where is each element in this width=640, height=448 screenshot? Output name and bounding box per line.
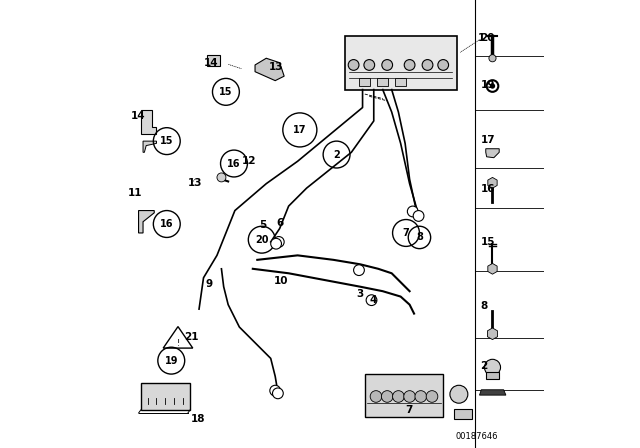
Polygon shape bbox=[479, 390, 506, 395]
Text: 9: 9 bbox=[205, 279, 212, 289]
Polygon shape bbox=[139, 211, 154, 233]
Text: 11: 11 bbox=[128, 188, 143, 198]
Bar bbox=[378, 78, 388, 86]
Text: 2: 2 bbox=[333, 150, 340, 159]
Text: 20: 20 bbox=[481, 33, 495, 43]
Text: 16: 16 bbox=[160, 219, 173, 229]
Text: !: ! bbox=[177, 339, 180, 348]
Circle shape bbox=[404, 391, 415, 402]
Text: 13: 13 bbox=[269, 62, 284, 72]
Circle shape bbox=[438, 60, 449, 70]
Bar bbox=[360, 78, 370, 86]
Text: 15: 15 bbox=[481, 237, 495, 247]
Circle shape bbox=[408, 206, 418, 217]
Polygon shape bbox=[255, 58, 284, 81]
Text: 15: 15 bbox=[219, 87, 233, 97]
Circle shape bbox=[415, 391, 427, 402]
Circle shape bbox=[489, 55, 496, 62]
Text: 4: 4 bbox=[369, 295, 376, 305]
Circle shape bbox=[450, 385, 468, 403]
Circle shape bbox=[348, 60, 359, 70]
Circle shape bbox=[364, 60, 374, 70]
Text: 14: 14 bbox=[204, 58, 219, 68]
Polygon shape bbox=[486, 149, 499, 158]
Text: 7: 7 bbox=[403, 228, 410, 238]
Text: 8: 8 bbox=[416, 233, 423, 242]
Circle shape bbox=[422, 60, 433, 70]
Text: 13: 13 bbox=[188, 178, 203, 188]
Text: 16: 16 bbox=[481, 184, 495, 194]
Bar bbox=[207, 55, 220, 66]
Text: 21: 21 bbox=[184, 332, 198, 342]
Circle shape bbox=[484, 359, 500, 375]
Circle shape bbox=[392, 391, 404, 402]
Text: 15: 15 bbox=[160, 136, 173, 146]
Text: 20: 20 bbox=[255, 235, 269, 245]
Polygon shape bbox=[143, 141, 157, 152]
Circle shape bbox=[273, 237, 284, 247]
Text: 6: 6 bbox=[276, 218, 284, 228]
Text: 17: 17 bbox=[481, 135, 495, 145]
Text: 8: 8 bbox=[481, 301, 488, 310]
Circle shape bbox=[382, 60, 392, 70]
Text: 5: 5 bbox=[259, 220, 266, 230]
FancyBboxPatch shape bbox=[141, 383, 190, 410]
Circle shape bbox=[426, 391, 438, 402]
Text: 10: 10 bbox=[273, 276, 288, 286]
Text: 14: 14 bbox=[131, 112, 146, 121]
Text: 12: 12 bbox=[241, 156, 256, 166]
Bar bbox=[454, 409, 472, 419]
Polygon shape bbox=[141, 110, 157, 134]
Text: 16: 16 bbox=[227, 159, 241, 168]
Text: 3: 3 bbox=[356, 289, 364, 299]
FancyBboxPatch shape bbox=[345, 36, 457, 90]
Text: 17: 17 bbox=[293, 125, 307, 135]
Text: 00187646: 00187646 bbox=[456, 432, 498, 441]
Bar bbox=[396, 78, 406, 86]
Circle shape bbox=[271, 238, 282, 249]
Circle shape bbox=[404, 60, 415, 70]
Text: 7: 7 bbox=[405, 405, 412, 415]
Circle shape bbox=[413, 211, 424, 221]
Circle shape bbox=[217, 173, 226, 182]
Circle shape bbox=[354, 265, 364, 276]
Text: 19: 19 bbox=[164, 356, 178, 366]
FancyBboxPatch shape bbox=[365, 374, 443, 417]
Circle shape bbox=[370, 391, 382, 402]
Bar bbox=[486, 372, 499, 379]
Circle shape bbox=[490, 83, 495, 89]
Circle shape bbox=[366, 295, 377, 306]
Text: 1: 1 bbox=[477, 33, 485, 43]
Circle shape bbox=[381, 391, 393, 402]
Text: 19: 19 bbox=[481, 80, 495, 90]
Circle shape bbox=[270, 385, 280, 396]
Circle shape bbox=[273, 388, 284, 399]
Text: 2: 2 bbox=[481, 362, 488, 371]
Text: 18: 18 bbox=[191, 414, 205, 424]
